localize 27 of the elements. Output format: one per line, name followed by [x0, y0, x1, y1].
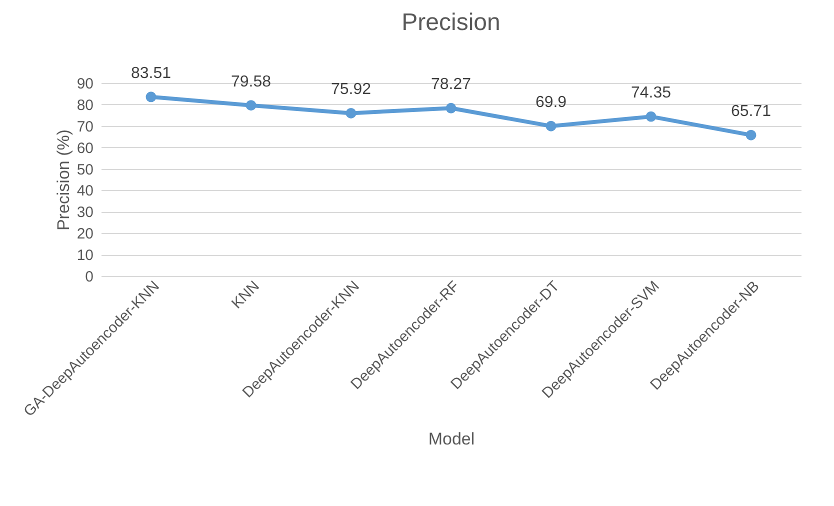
data-label: 75.92 [330, 81, 372, 98]
y-tick-label: 0 [85, 268, 94, 286]
y-tick-label: 90 [76, 76, 94, 92]
y-tick-label: 40 [76, 182, 94, 200]
y-tick-label: 30 [76, 204, 94, 222]
chart-title: Precision [402, 8, 500, 36]
data-label: 78.27 [430, 76, 472, 94]
data-label: 79.58 [230, 73, 272, 90]
y-tick-label: 70 [76, 118, 94, 136]
data-label: 69.9 [535, 94, 567, 112]
y-tick-label: 60 [76, 140, 94, 157]
y-axis-title: Precision (%) [54, 129, 73, 231]
data-label: 74.35 [630, 84, 672, 102]
y-tick-label: 10 [76, 247, 94, 264]
x-axis-title: Model [428, 429, 475, 448]
data-label: 83.51 [130, 64, 172, 82]
point [246, 100, 256, 111]
y-tick-label: 80 [76, 96, 94, 114]
point [646, 111, 656, 122]
point [546, 120, 556, 132]
y-tick-label: 20 [76, 226, 94, 243]
point [446, 102, 456, 114]
point [346, 108, 356, 118]
data-label: 65.71 [730, 103, 772, 120]
point [146, 92, 156, 102]
y-tick-label: 50 [76, 161, 94, 178]
point [746, 130, 756, 140]
